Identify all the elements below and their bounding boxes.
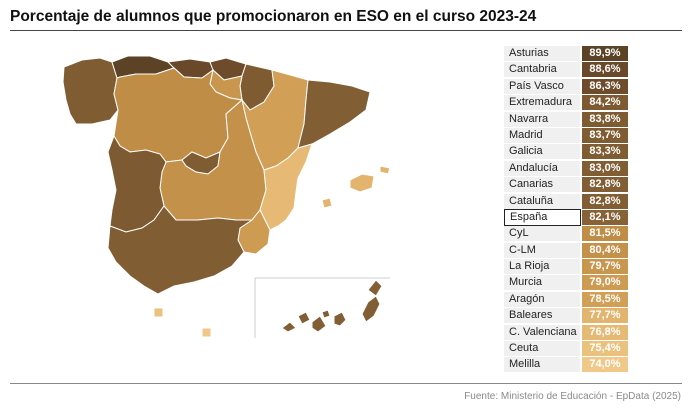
region-baleares <box>321 165 390 209</box>
region-melilla <box>201 327 212 338</box>
table-row: C. Valenciana 76,8% <box>504 324 628 340</box>
title-divider <box>10 30 682 31</box>
table-row: Galicia 83,3% <box>504 144 628 160</box>
row-value: 75,4% <box>582 341 628 357</box>
canarias-inset-frame <box>254 277 390 338</box>
row-value: 82,8% <box>582 193 628 209</box>
row-name: Galicia <box>504 144 580 160</box>
table-row: Asturias 89,9% <box>504 46 628 61</box>
row-name: La Rioja <box>504 259 580 275</box>
table-row: Melilla 74,0% <box>504 357 628 373</box>
row-value: 79,0% <box>582 275 628 291</box>
table-row: Cataluña 82,8% <box>504 193 628 209</box>
region-andalucia <box>107 205 254 295</box>
row-name: C-LM <box>504 242 580 258</box>
row-name: Melilla <box>504 357 580 373</box>
table-row: Cantabria 88,6% <box>504 62 628 78</box>
row-name: Canarias <box>504 177 580 193</box>
row-name: Andalucía <box>504 160 580 176</box>
region-galicia <box>62 57 119 125</box>
row-name: Aragón <box>504 291 580 307</box>
row-name: Madrid <box>504 127 580 143</box>
table-row: Madrid 83,7% <box>504 127 628 143</box>
region-ceuta <box>153 307 164 318</box>
row-name: Murcia <box>504 275 580 291</box>
table-row: C-LM 80,4% <box>504 242 628 258</box>
table-row: Extremadura 84,2% <box>504 95 628 111</box>
source-note: Fuente: Ministerio de Educación - EpData… <box>464 391 681 402</box>
row-value: 84,2% <box>582 95 628 111</box>
row-value: 86,3% <box>582 78 628 94</box>
region-cataluna <box>297 79 371 149</box>
row-name: País Vasco <box>504 78 580 94</box>
row-name: Asturias <box>504 46 580 61</box>
chart-title: Porcentaje de alumnos que promocionaron … <box>10 8 537 25</box>
table-row: País Vasco 86,3% <box>504 78 628 94</box>
row-value: 88,6% <box>582 62 628 78</box>
table-row: La Rioja 79,7% <box>504 259 628 275</box>
row-value: 81,5% <box>582 226 628 242</box>
row-name: España <box>504 208 581 226</box>
row-name: Cantabria <box>504 62 580 78</box>
row-name: Extremadura <box>504 95 580 111</box>
footer-divider <box>10 383 682 384</box>
row-value: 80,4% <box>582 242 628 258</box>
row-value: 83,3% <box>582 144 628 160</box>
row-name: C. Valenciana <box>504 324 580 340</box>
row-value: 76,8% <box>582 324 628 340</box>
region-valenciana <box>259 143 313 231</box>
table-row: Baleares 77,7% <box>504 308 628 324</box>
table-row: Aragón 78,5% <box>504 291 628 307</box>
table-row: Canarias 82,8% <box>504 177 628 193</box>
row-value: 82,1% <box>582 209 628 225</box>
table-row: Ceuta 75,4% <box>504 341 628 357</box>
row-name: CyL <box>504 226 580 242</box>
row-name: Navarra <box>504 111 580 127</box>
row-value: 83,8% <box>582 111 628 127</box>
table-row: CyL 81,5% <box>504 226 628 242</box>
region-canarias <box>281 279 383 333</box>
row-name: Cataluña <box>504 193 580 209</box>
row-value: 74,0% <box>582 357 628 373</box>
table-row: España 82,1% <box>504 208 628 226</box>
row-value: 79,7% <box>582 259 628 275</box>
row-name: Baleares <box>504 308 580 324</box>
row-value: 82,8% <box>582 177 628 193</box>
table-row: Andalucía 83,0% <box>504 160 628 176</box>
table-row: Navarra 83,8% <box>504 111 628 127</box>
spain-map <box>62 55 390 338</box>
row-value: 89,9% <box>582 46 628 61</box>
row-value: 77,7% <box>582 308 628 324</box>
row-value: 83,7% <box>582 127 628 143</box>
ranking-table: Asturias 89,9% Cantabria 88,6% País Vasco 86,… <box>504 46 628 374</box>
row-value: 83,0% <box>582 160 628 176</box>
row-name: Ceuta <box>504 341 580 357</box>
table-row: Murcia 79,0% <box>504 275 628 291</box>
row-value: 78,5% <box>582 291 628 307</box>
